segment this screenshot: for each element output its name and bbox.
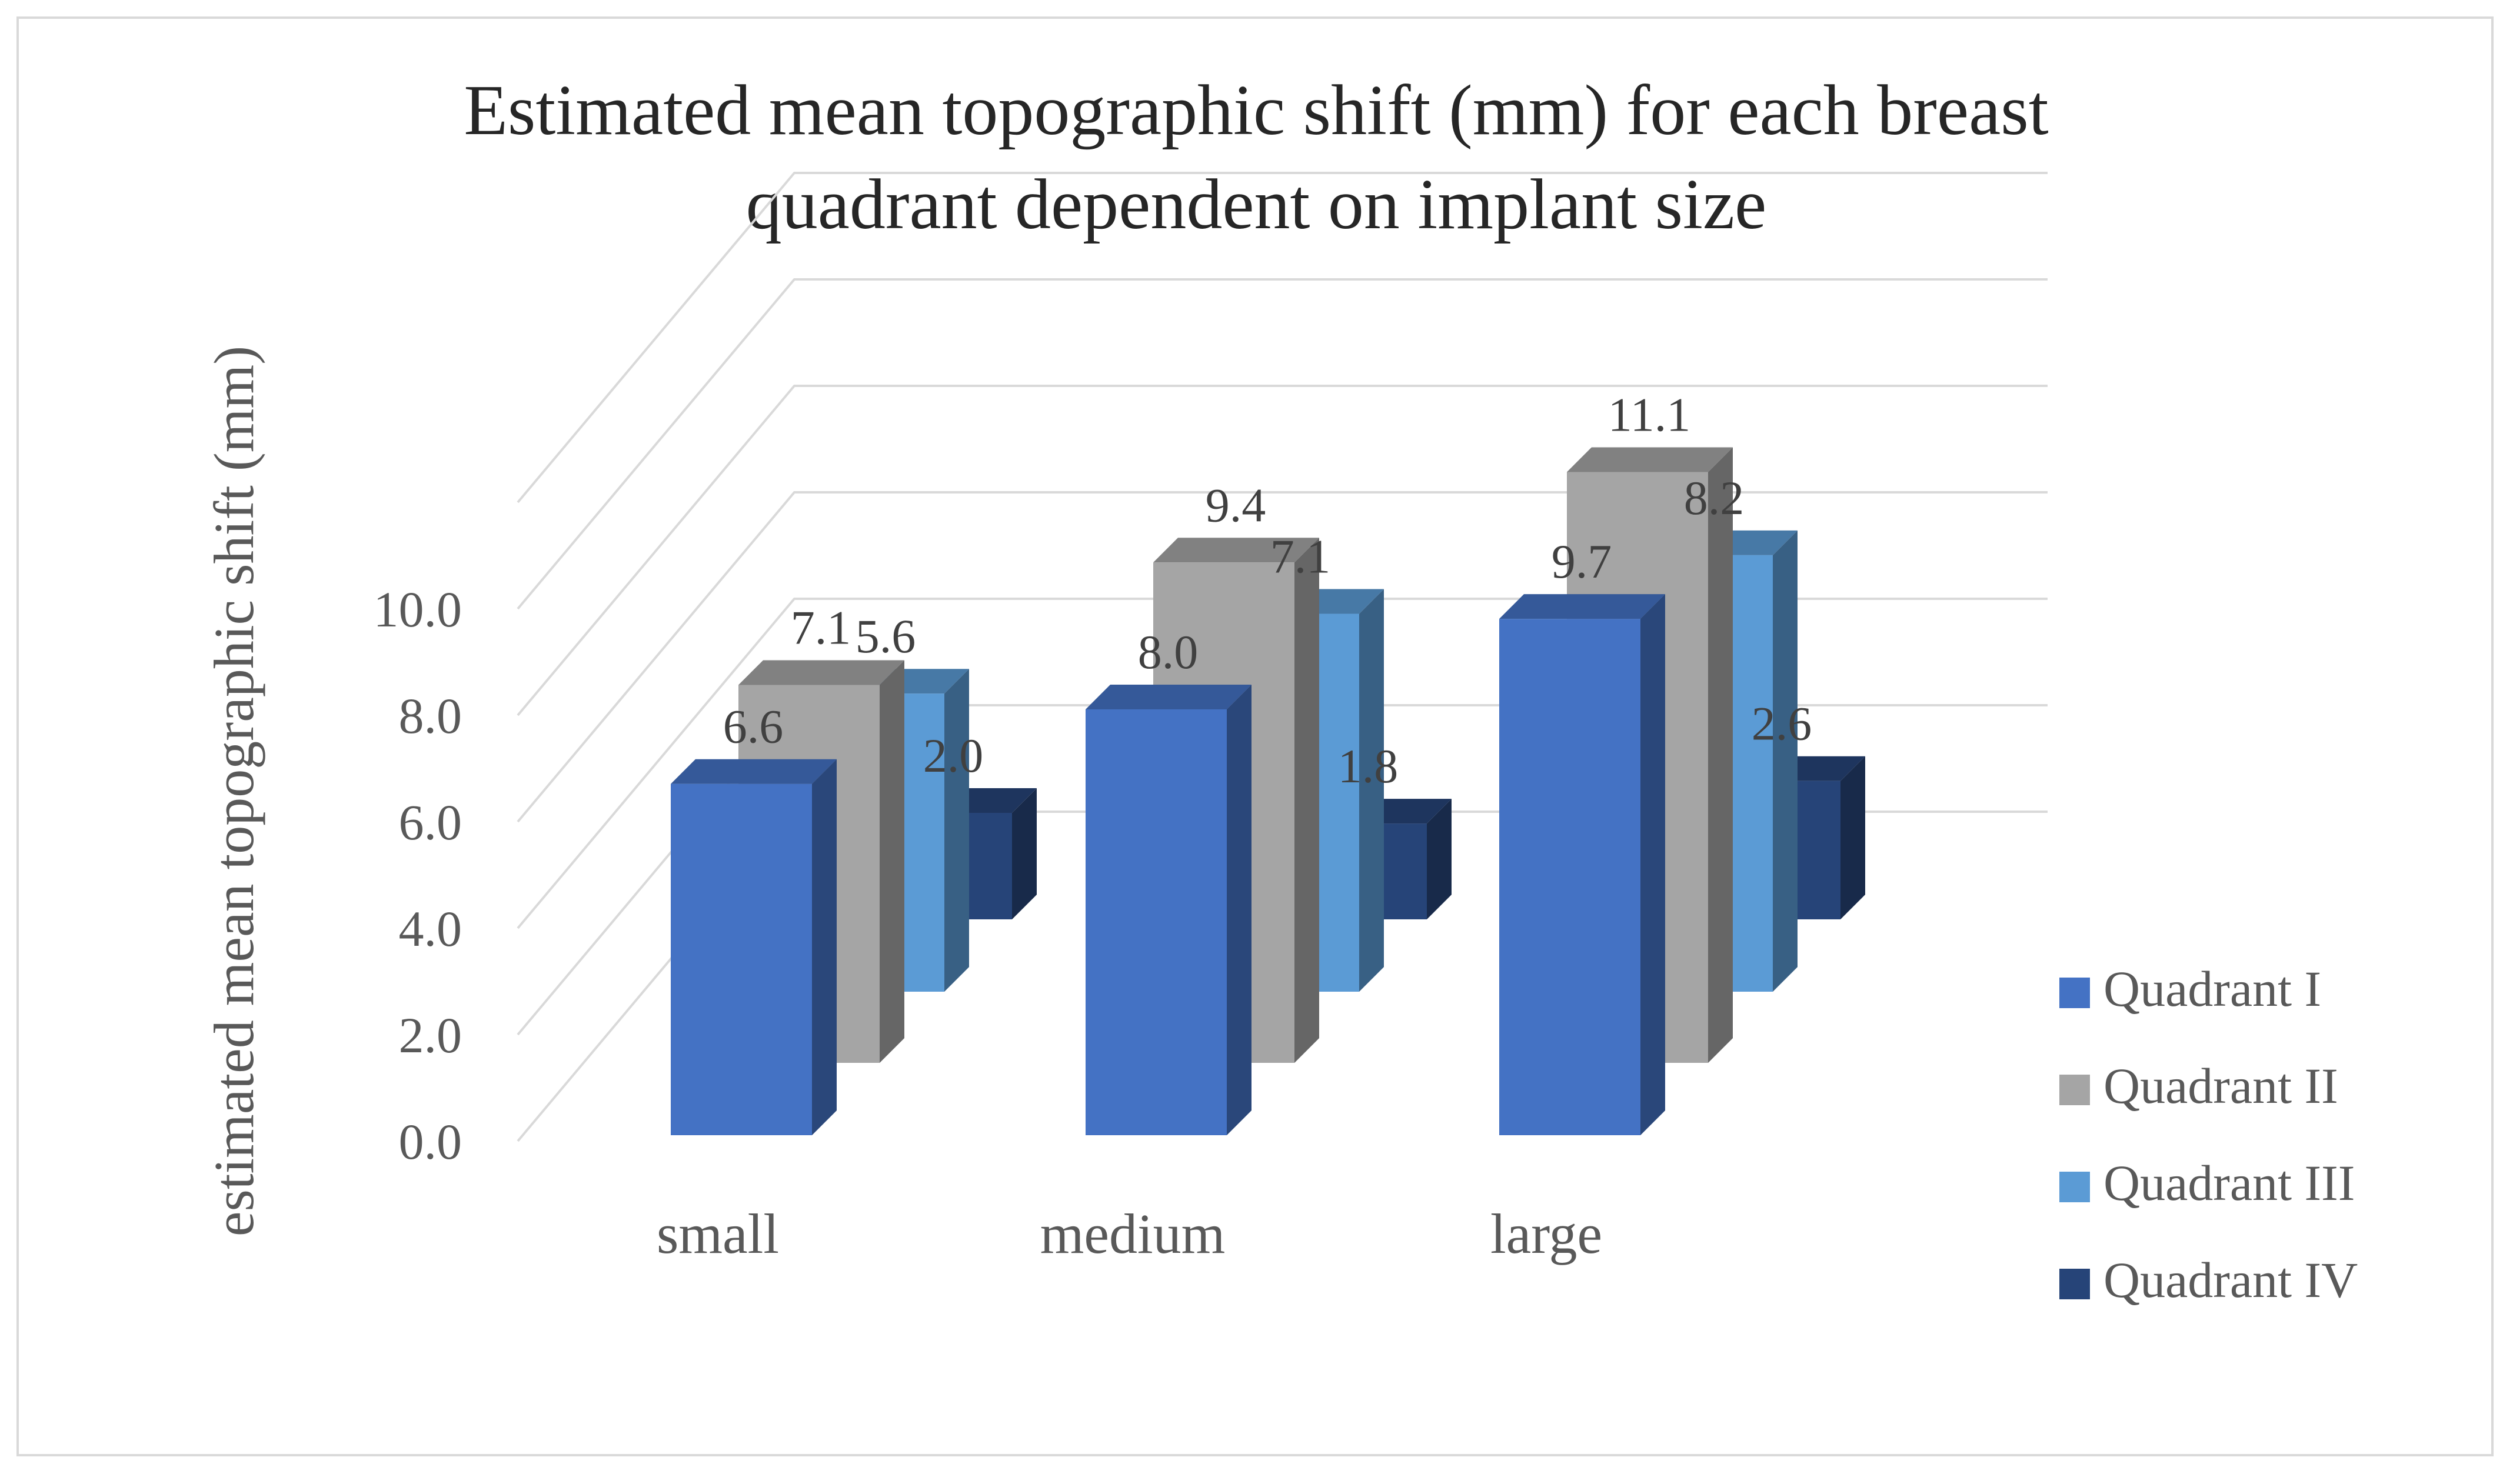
data-label: 6.6 [723,700,784,753]
legend-swatch [2059,1172,2090,1202]
y-tick-label: 4.0 [399,901,462,957]
x-category-label: large [1490,1202,1602,1265]
y-axis-ticks: 0.0 2.0 4.0 6.0 8.0 10.0 [374,581,462,1170]
legend-item: Quadrant III [2059,1155,2355,1211]
chart-title-line: Estimated mean topographic shift (mm) fo… [464,71,2048,150]
bar-top [671,759,837,784]
bar-front [1086,709,1227,1135]
y-tick-label: 10.0 [374,581,462,638]
bar-top [1153,538,1319,563]
bar-top [1567,447,1733,472]
legend-label: Quadrant II [2103,1058,2338,1114]
legend-swatch [2059,1075,2090,1105]
legend-label: Quadrant IV [2103,1252,2358,1308]
bar-top [1499,594,1665,619]
bar-side [1227,685,1251,1135]
bar-side [1294,538,1319,1063]
y-tick-label: 0.0 [399,1113,462,1170]
legend-label: Quadrant III [2103,1155,2355,1211]
legend-item: Quadrant IV [2059,1252,2358,1308]
bar-side [1773,530,1798,992]
bar-front [671,783,812,1135]
legend-swatch [2059,1269,2090,1299]
bar-quadrant-i-medium [1086,685,1251,1135]
chart-title-line: quadrant dependent on implant size [746,165,1767,244]
y-tick-label: 2.0 [399,1007,462,1063]
y-axis-label: estimated mean topographic shift (mm) [202,346,265,1236]
data-label: 2.0 [923,729,984,782]
data-label: 9.7 [1552,535,1612,588]
bar-side [944,669,969,992]
x-category-label: small [657,1202,779,1265]
legend-item: Quadrant I [2059,961,2321,1017]
data-label: 7.1 [1270,529,1331,583]
bars [671,447,1865,1135]
bar-side [1708,447,1733,1063]
data-label: 8.0 [1138,625,1199,679]
data-label: 11.1 [1608,388,1690,441]
legend-swatch [2059,978,2090,1008]
bar-side [1640,594,1665,1135]
bar-side [1012,788,1037,919]
y-tick-label: 8.0 [399,688,462,744]
data-label: 1.8 [1338,739,1399,793]
bar-side [1840,756,1865,919]
gridline [517,385,2048,716]
bar-side [812,759,837,1135]
data-labels: 2.0 1.82.65.67.18.27.19.411.16.68.09.7 [723,388,1812,793]
bar-side [1427,799,1452,919]
bar-top [738,660,904,685]
gridline [517,278,2048,610]
data-label: 2.6 [1752,697,1812,751]
bar-front [1499,619,1640,1135]
bar-quadrant-i-large [1499,594,1665,1135]
y-tick-label: 6.0 [399,794,462,851]
legend-item: Quadrant II [2059,1058,2338,1114]
chart-title: Estimated mean topographic shift (mm) fo… [464,71,2048,244]
legend: Quadrant I Quadrant II Quadrant III Quadran… [2059,961,2358,1308]
bar-quadrant-i-small [671,759,837,1135]
data-label: 9.4 [1206,478,1266,532]
data-label: 5.6 [856,609,916,663]
x-axis-categories: small medium large [657,1202,1602,1265]
legend-label: Quadrant I [2103,961,2321,1017]
data-label: 7.1 [791,601,851,654]
bar-side [880,660,904,1063]
bar-top [1086,685,1251,709]
x-category-label: medium [1040,1202,1226,1265]
gridline [517,172,2048,503]
bar-side [1359,589,1384,992]
data-label: 8.2 [1684,471,1745,525]
